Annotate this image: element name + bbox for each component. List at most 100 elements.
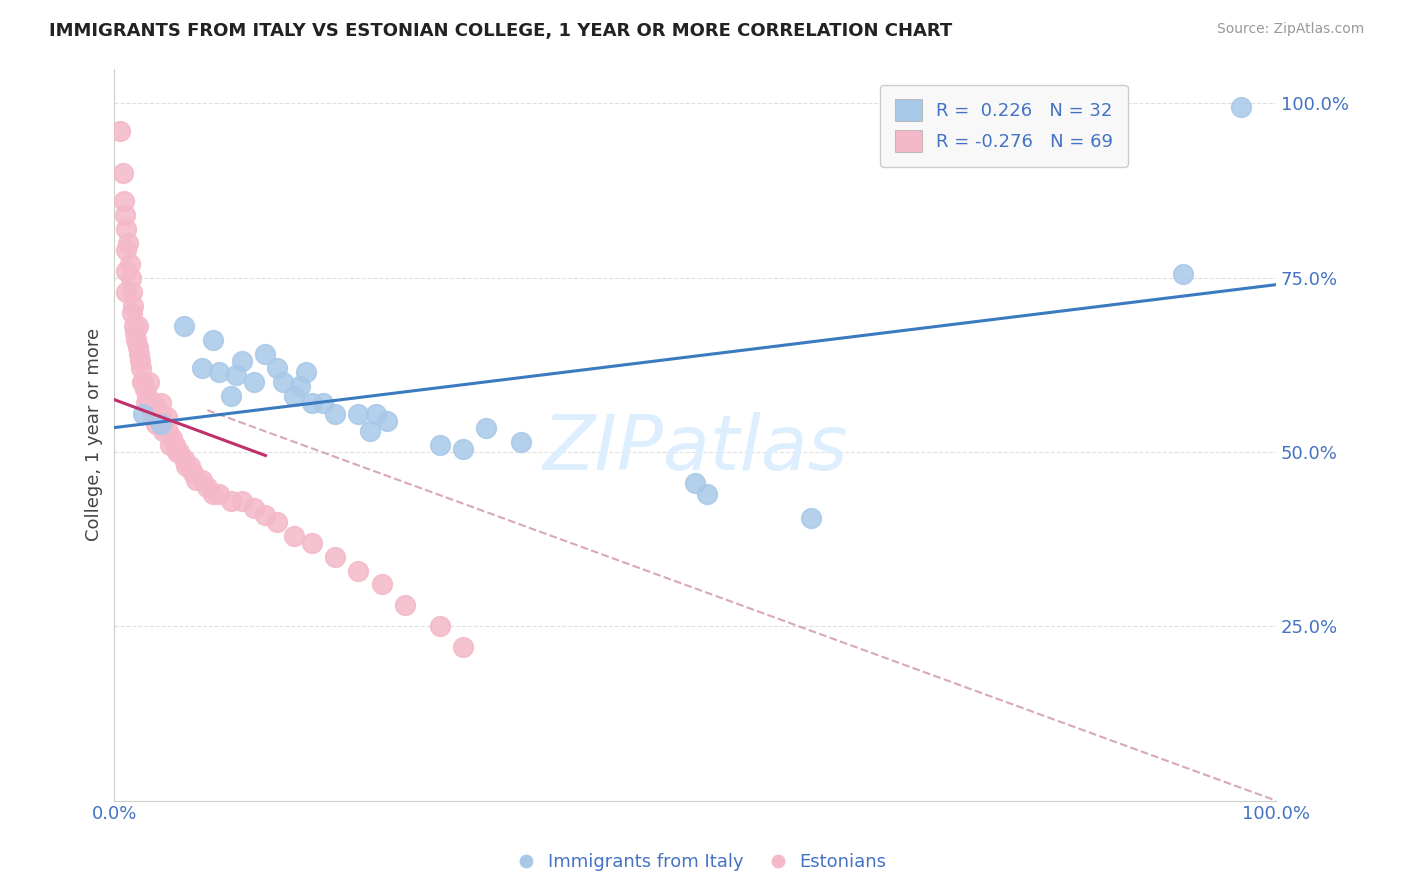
- Point: [145, 417, 167, 431]
- Point: [149, 417, 172, 431]
- Legend: R =  0.226   N = 32, R = -0.276   N = 69: R = 0.226 N = 32, R = -0.276 N = 69: [880, 85, 1128, 167]
- Point: [132, 407, 155, 421]
- Point: [111, 166, 134, 180]
- Point: [219, 493, 242, 508]
- Point: [202, 334, 225, 348]
- Point: [266, 361, 288, 376]
- Point: [149, 417, 172, 431]
- Point: [219, 389, 242, 403]
- Point: [128, 347, 150, 361]
- Point: [394, 599, 416, 613]
- Point: [125, 334, 148, 348]
- Point: [173, 319, 195, 334]
- Point: [129, 354, 152, 368]
- Point: [117, 235, 139, 250]
- Point: [115, 263, 138, 277]
- Point: [1171, 267, 1194, 281]
- Point: [190, 473, 212, 487]
- Point: [225, 368, 247, 383]
- Point: [110, 124, 132, 138]
- Point: [451, 442, 474, 456]
- Point: [323, 407, 346, 421]
- Point: [152, 424, 174, 438]
- Point: [301, 396, 323, 410]
- Point: [364, 407, 387, 421]
- Point: [163, 438, 186, 452]
- Point: [231, 354, 253, 368]
- Point: [377, 414, 399, 428]
- Point: [202, 487, 225, 501]
- Point: [323, 549, 346, 564]
- Point: [121, 285, 143, 299]
- Point: [195, 480, 218, 494]
- Point: [127, 319, 149, 334]
- Point: [136, 389, 159, 403]
- Point: [243, 376, 266, 390]
- Point: [118, 257, 141, 271]
- Point: [295, 365, 318, 379]
- Point: [283, 529, 305, 543]
- Point: [142, 396, 165, 410]
- Point: [135, 396, 157, 410]
- Point: [800, 511, 823, 525]
- Point: [143, 410, 166, 425]
- Point: [150, 410, 173, 425]
- Point: [138, 396, 160, 410]
- Point: [173, 452, 195, 467]
- Point: [231, 493, 253, 508]
- Point: [162, 431, 184, 445]
- Point: [271, 376, 294, 390]
- Point: [359, 424, 381, 438]
- Point: [156, 410, 179, 425]
- Point: [370, 577, 392, 591]
- Point: [451, 640, 474, 655]
- Text: IMMIGRANTS FROM ITALY VS ESTONIAN COLLEGE, 1 YEAR OR MORE CORRELATION CHART: IMMIGRANTS FROM ITALY VS ESTONIAN COLLEG…: [49, 22, 952, 40]
- Text: Source: ZipAtlas.com: Source: ZipAtlas.com: [1216, 22, 1364, 37]
- Point: [475, 420, 498, 434]
- Point: [114, 208, 136, 222]
- Point: [290, 378, 312, 392]
- Point: [127, 340, 149, 354]
- Legend: Immigrants from Italy, Estonians: Immigrants from Italy, Estonians: [512, 847, 894, 879]
- Point: [347, 564, 370, 578]
- Point: [208, 487, 231, 501]
- Point: [129, 361, 152, 376]
- Point: [166, 445, 188, 459]
- Text: ZIPatlas: ZIPatlas: [543, 412, 848, 486]
- Point: [122, 299, 145, 313]
- Point: [429, 438, 451, 452]
- Point: [115, 222, 138, 236]
- Point: [156, 424, 179, 438]
- Point: [243, 500, 266, 515]
- Point: [208, 365, 231, 379]
- Point: [190, 361, 212, 376]
- Point: [121, 305, 143, 319]
- Point: [696, 487, 718, 501]
- Point: [176, 458, 198, 473]
- Point: [159, 438, 181, 452]
- Point: [146, 403, 169, 417]
- Point: [112, 194, 135, 208]
- Point: [149, 396, 172, 410]
- Point: [169, 445, 191, 459]
- Point: [131, 376, 153, 390]
- Point: [138, 376, 160, 390]
- Point: [141, 403, 163, 417]
- Point: [183, 466, 205, 480]
- Point: [148, 410, 170, 425]
- Point: [122, 319, 145, 334]
- Point: [312, 396, 335, 410]
- Point: [301, 535, 323, 549]
- Point: [115, 285, 138, 299]
- Point: [1230, 100, 1253, 114]
- Point: [179, 458, 201, 473]
- Point: [266, 515, 288, 529]
- Point: [254, 508, 277, 522]
- Y-axis label: College, 1 year or more: College, 1 year or more: [86, 328, 103, 541]
- Point: [132, 376, 155, 390]
- Point: [283, 389, 305, 403]
- Point: [134, 382, 156, 396]
- Point: [124, 326, 146, 341]
- Point: [510, 434, 533, 449]
- Point: [115, 243, 138, 257]
